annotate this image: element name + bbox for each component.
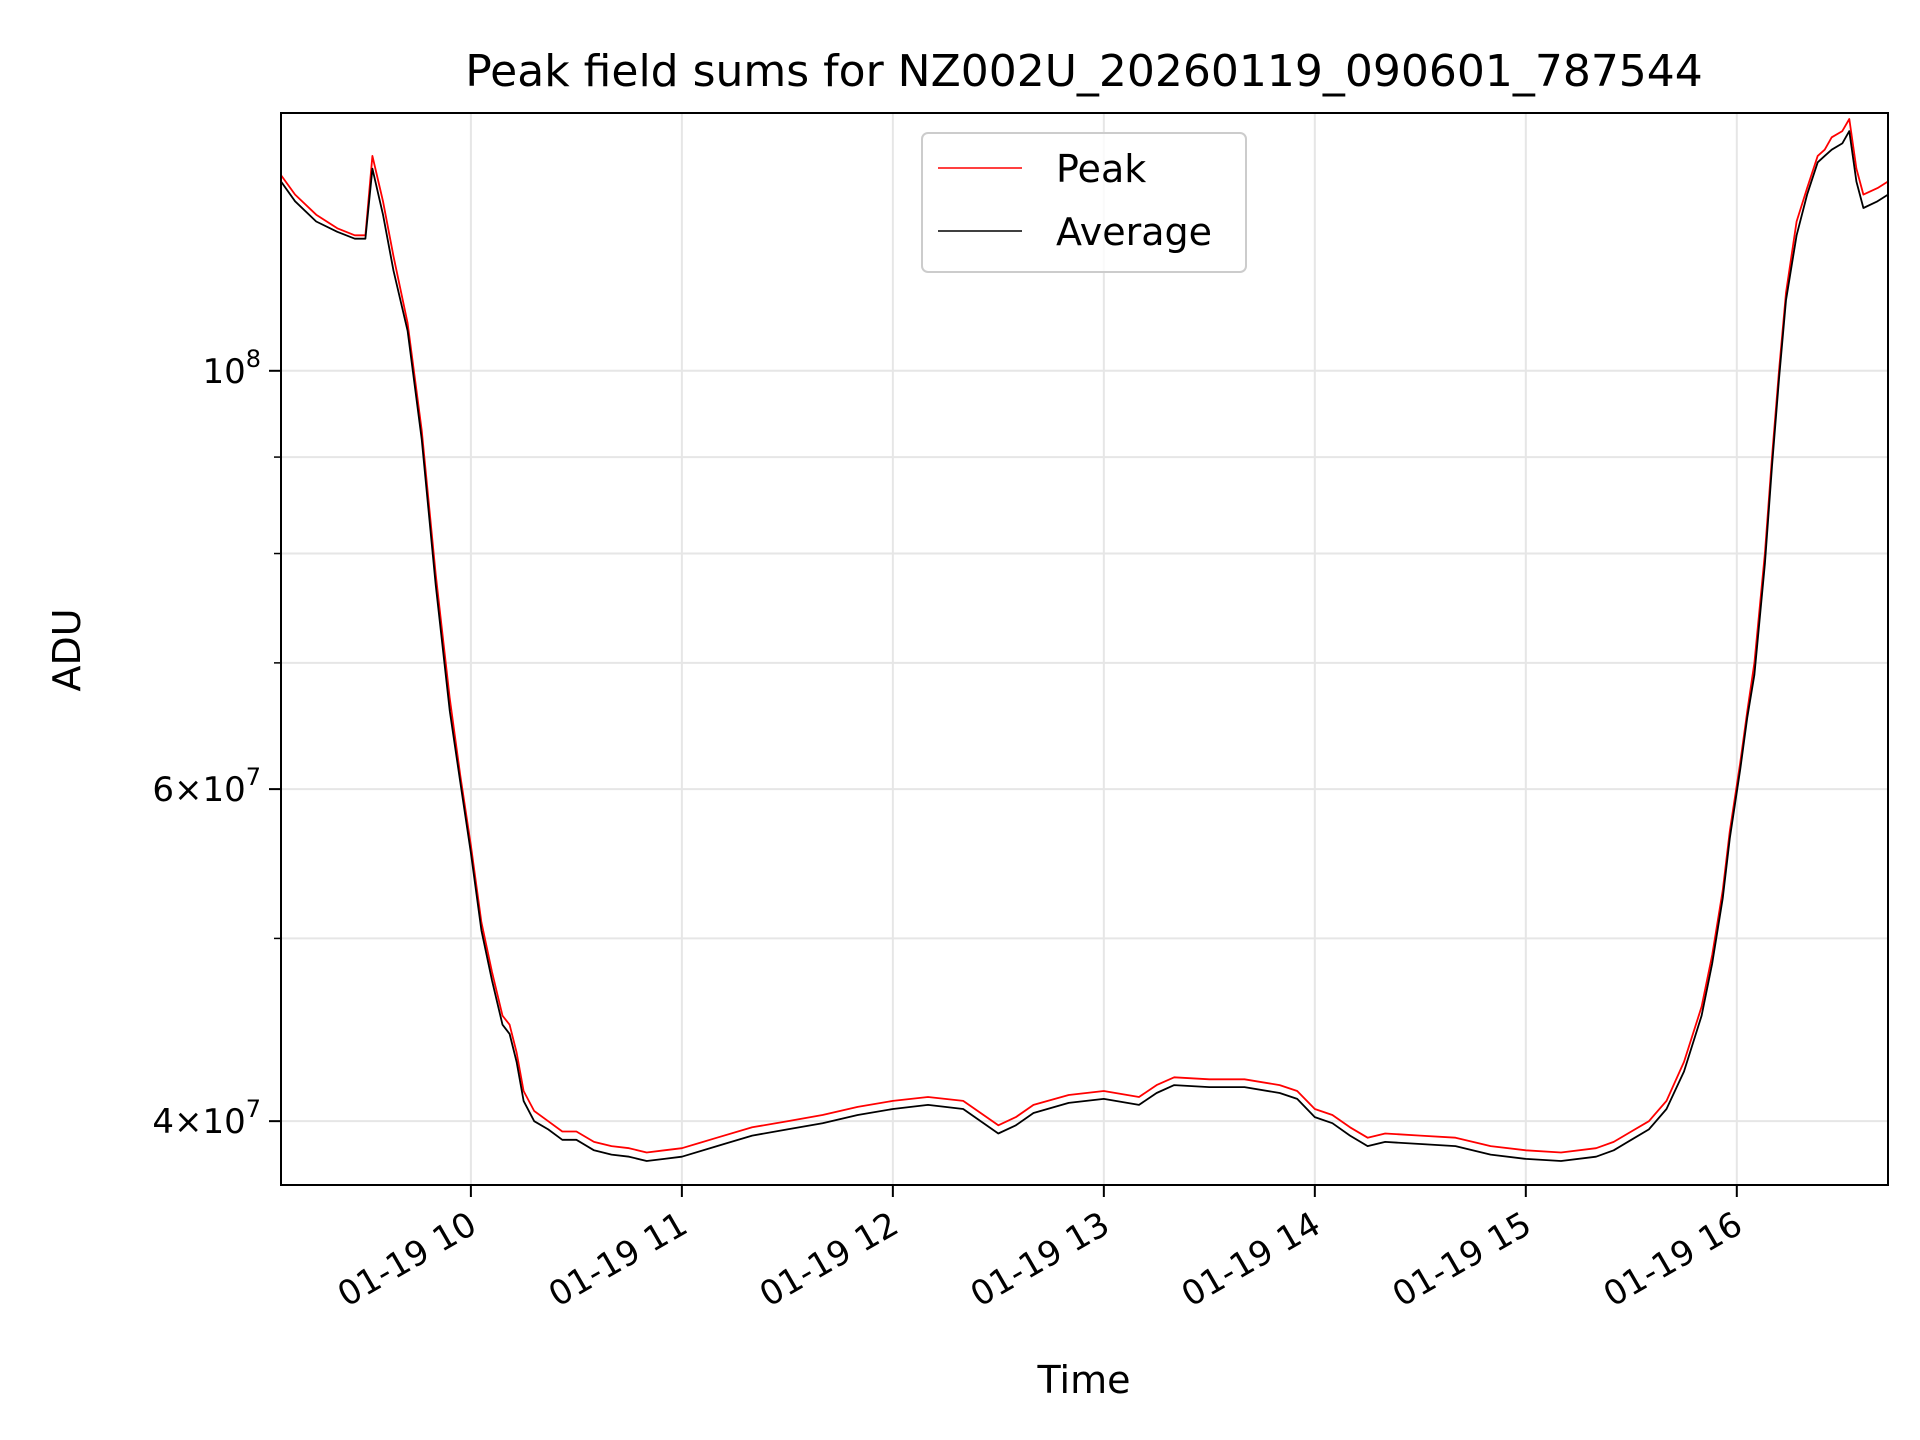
y-tick-label: 4×107 <box>152 1095 261 1142</box>
legend: Peak Average <box>921 132 1247 273</box>
legend-peak-label: Peak <box>1056 147 1146 191</box>
plot-frame <box>280 112 1889 1186</box>
y-tick-label: 6×107 <box>152 763 261 810</box>
x-axis-label: Time <box>1037 1358 1131 1402</box>
series-line-average <box>280 130 1889 1162</box>
legend-average-label: Average <box>1056 210 1212 254</box>
series-line-peak <box>280 118 1889 1154</box>
y-axis-label: ADU <box>45 608 89 691</box>
y-axis: 4×107 6×107 108 <box>152 345 281 1142</box>
series-layer <box>280 118 1889 1162</box>
grid <box>281 113 1888 1185</box>
y-tick-label: 108 <box>202 345 261 392</box>
chart-title: Peak field sums for NZ002U_20260119_0906… <box>465 46 1703 97</box>
